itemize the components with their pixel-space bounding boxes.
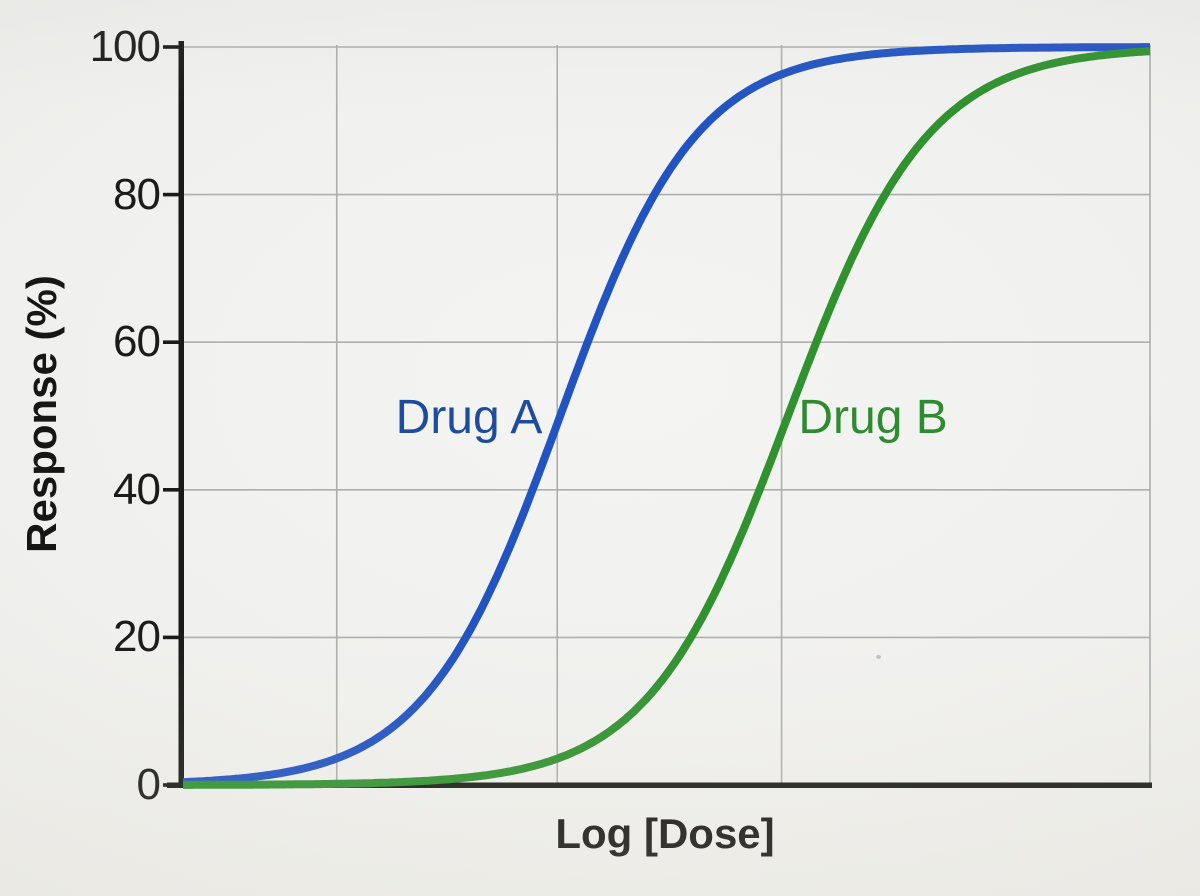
y-tick-label-100: 100 xyxy=(89,22,161,71)
drug-b-label: Drug B xyxy=(798,391,948,445)
y-tick-40 xyxy=(163,488,183,492)
y-tick-80 xyxy=(163,192,183,197)
y-tick-label-60: 60 xyxy=(113,317,161,367)
y-tick-100 xyxy=(163,45,183,49)
x-axis-title: Log [Dose] xyxy=(555,810,775,857)
x-axis-line xyxy=(167,782,1152,788)
y-tick-label-40: 40 xyxy=(113,464,161,514)
y-tick-label-0: 0 xyxy=(136,760,161,809)
curve-drug-a xyxy=(182,43,1150,787)
y-tick-20 xyxy=(163,635,183,640)
y-tick-label-80: 80 xyxy=(113,169,161,219)
y-axis-line xyxy=(178,41,184,788)
y-axis-title: Response (%) xyxy=(18,275,65,553)
photo-dust-speck xyxy=(876,655,881,659)
curve-drug-b xyxy=(183,47,1151,789)
y-tick-label-20: 20 xyxy=(113,612,161,662)
y-tick-0 xyxy=(163,783,183,787)
y-tick-60 xyxy=(163,340,183,344)
drug-a-label: Drug A xyxy=(395,391,543,445)
